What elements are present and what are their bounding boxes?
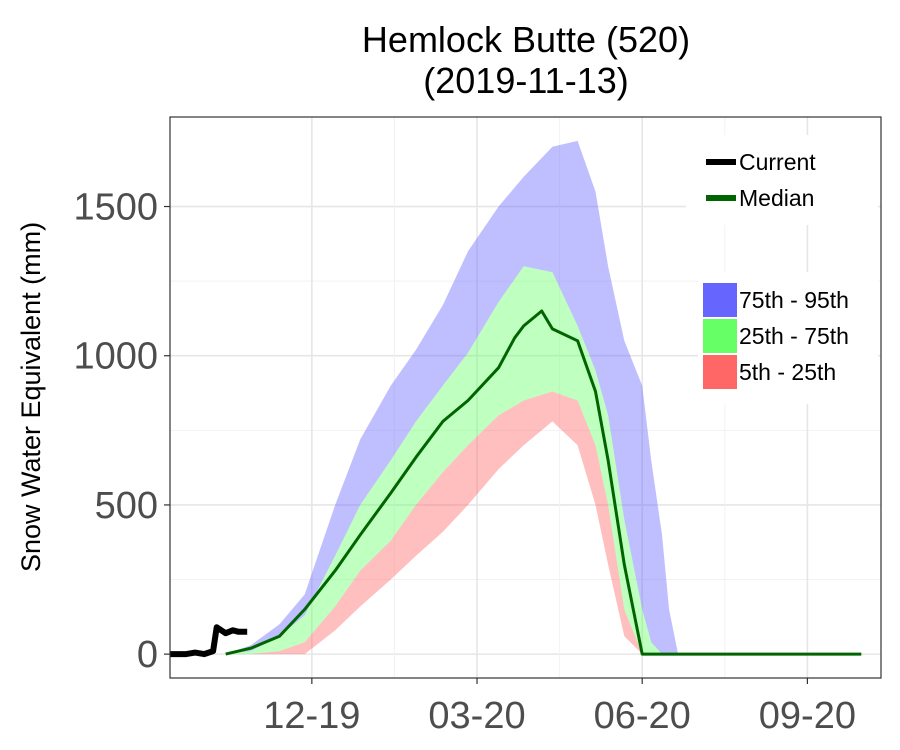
legend-label-median: Median <box>739 185 814 211</box>
chart-title: Hemlock Butte (520) <box>362 19 690 60</box>
chart-subtitle: (2019-11-13) <box>423 60 628 101</box>
legend-swatch <box>703 319 737 353</box>
x-tick-label: 03-20 <box>428 695 525 737</box>
y-tick-label: 1500 <box>73 187 158 229</box>
y-tick-label: 500 <box>95 485 158 527</box>
legend-swatch <box>703 283 737 317</box>
legend-band-label: 25th - 75th <box>739 323 849 349</box>
band-75-95 <box>170 140 862 655</box>
y-tick-label: 0 <box>137 634 158 676</box>
y-axis: 0 500 1000 1500 <box>73 187 170 676</box>
plot-border <box>169 116 882 679</box>
legend: Current Median 75th - 95th 25th - 75th 5th -… <box>686 135 878 404</box>
series-line-median <box>225 309 862 656</box>
legend-lines-box <box>686 135 878 225</box>
series-lines <box>170 309 862 658</box>
legend-band-label: 5th - 25th <box>739 359 836 385</box>
legend-band-label: 75th - 95th <box>739 287 849 313</box>
legend-label-current: Current <box>739 149 816 175</box>
legend-swatch <box>703 355 737 389</box>
band-5-25 <box>170 391 862 655</box>
x-tick-label: 06-20 <box>594 695 691 737</box>
x-tick-label: 09-20 <box>759 695 856 737</box>
x-tick-label: 12-19 <box>263 695 360 737</box>
y-tick-label: 1000 <box>73 336 158 378</box>
series-line-current <box>170 624 248 658</box>
y-axis-label: Snow Water Equivalent (mm) <box>16 222 46 572</box>
x-axis: 12-19 03-20 06-20 09-20 <box>263 678 856 737</box>
